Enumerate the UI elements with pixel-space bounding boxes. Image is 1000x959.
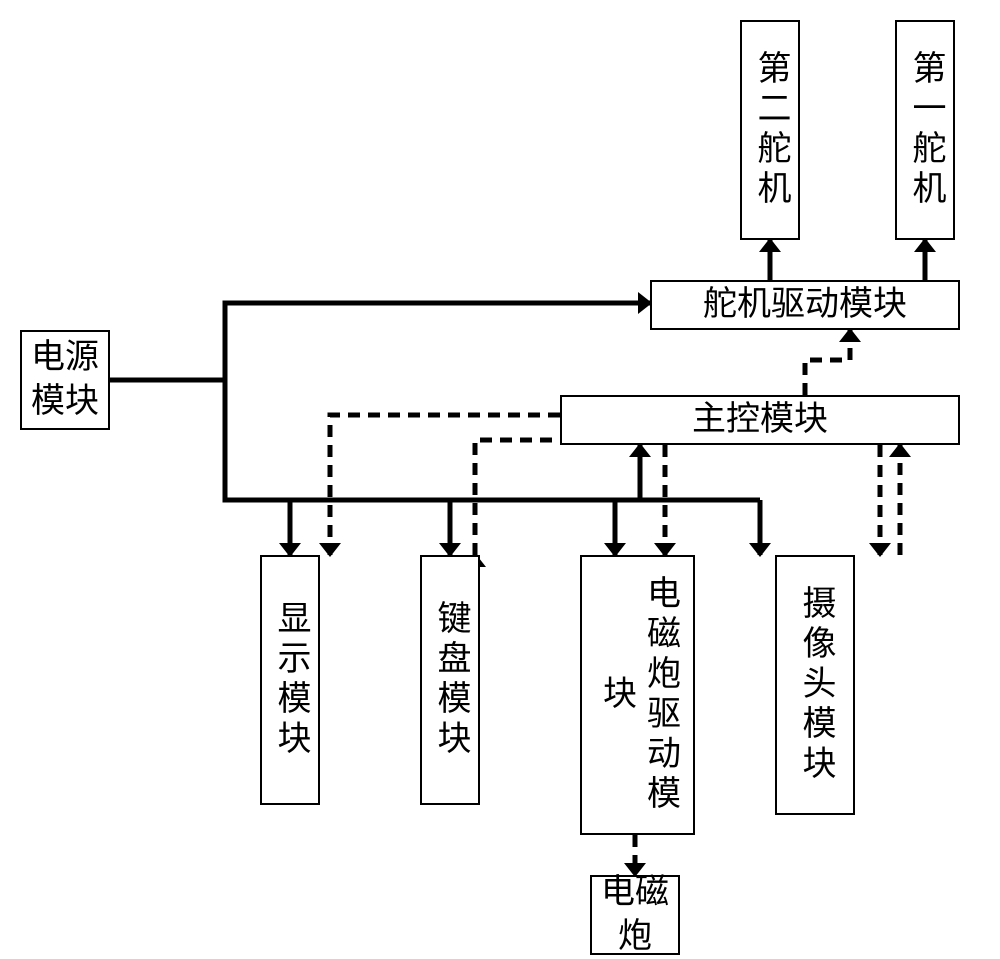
node-em-gun: 电磁炮 [590, 875, 680, 955]
diagram-canvas: 电源模块 第二舵机 第一舵机 舵机驱动模块 主控模块 显示模块 键盘模块 电磁炮… [0, 0, 1000, 957]
node-label: 电磁炮 [596, 871, 674, 959]
node-label: 第二舵机 [748, 50, 792, 210]
node-label: 第一舵机 [903, 50, 947, 210]
node-label: 摄像头模块 [793, 585, 837, 785]
node-em-gun-driver-module: 电磁炮驱动模块 [580, 555, 695, 835]
node-keyboard-module: 键盘模块 [420, 555, 480, 805]
node-label: 键盘模块 [428, 600, 472, 760]
node-servo-1: 第一舵机 [895, 20, 955, 240]
node-power-module: 电源模块 [20, 330, 110, 430]
node-servo-driver-module: 舵机驱动模块 [650, 280, 960, 330]
node-camera-module: 摄像头模块 [775, 555, 855, 815]
node-label: 主控模块 [692, 398, 828, 442]
node-label: 电磁炮驱动模块 [594, 557, 682, 833]
node-display-module: 显示模块 [260, 555, 320, 805]
node-label: 电源模块 [26, 336, 104, 424]
node-servo-2: 第二舵机 [740, 20, 800, 240]
node-label: 显示模块 [268, 600, 312, 760]
node-main-control-module: 主控模块 [560, 395, 960, 445]
node-label: 舵机驱动模块 [703, 283, 907, 327]
